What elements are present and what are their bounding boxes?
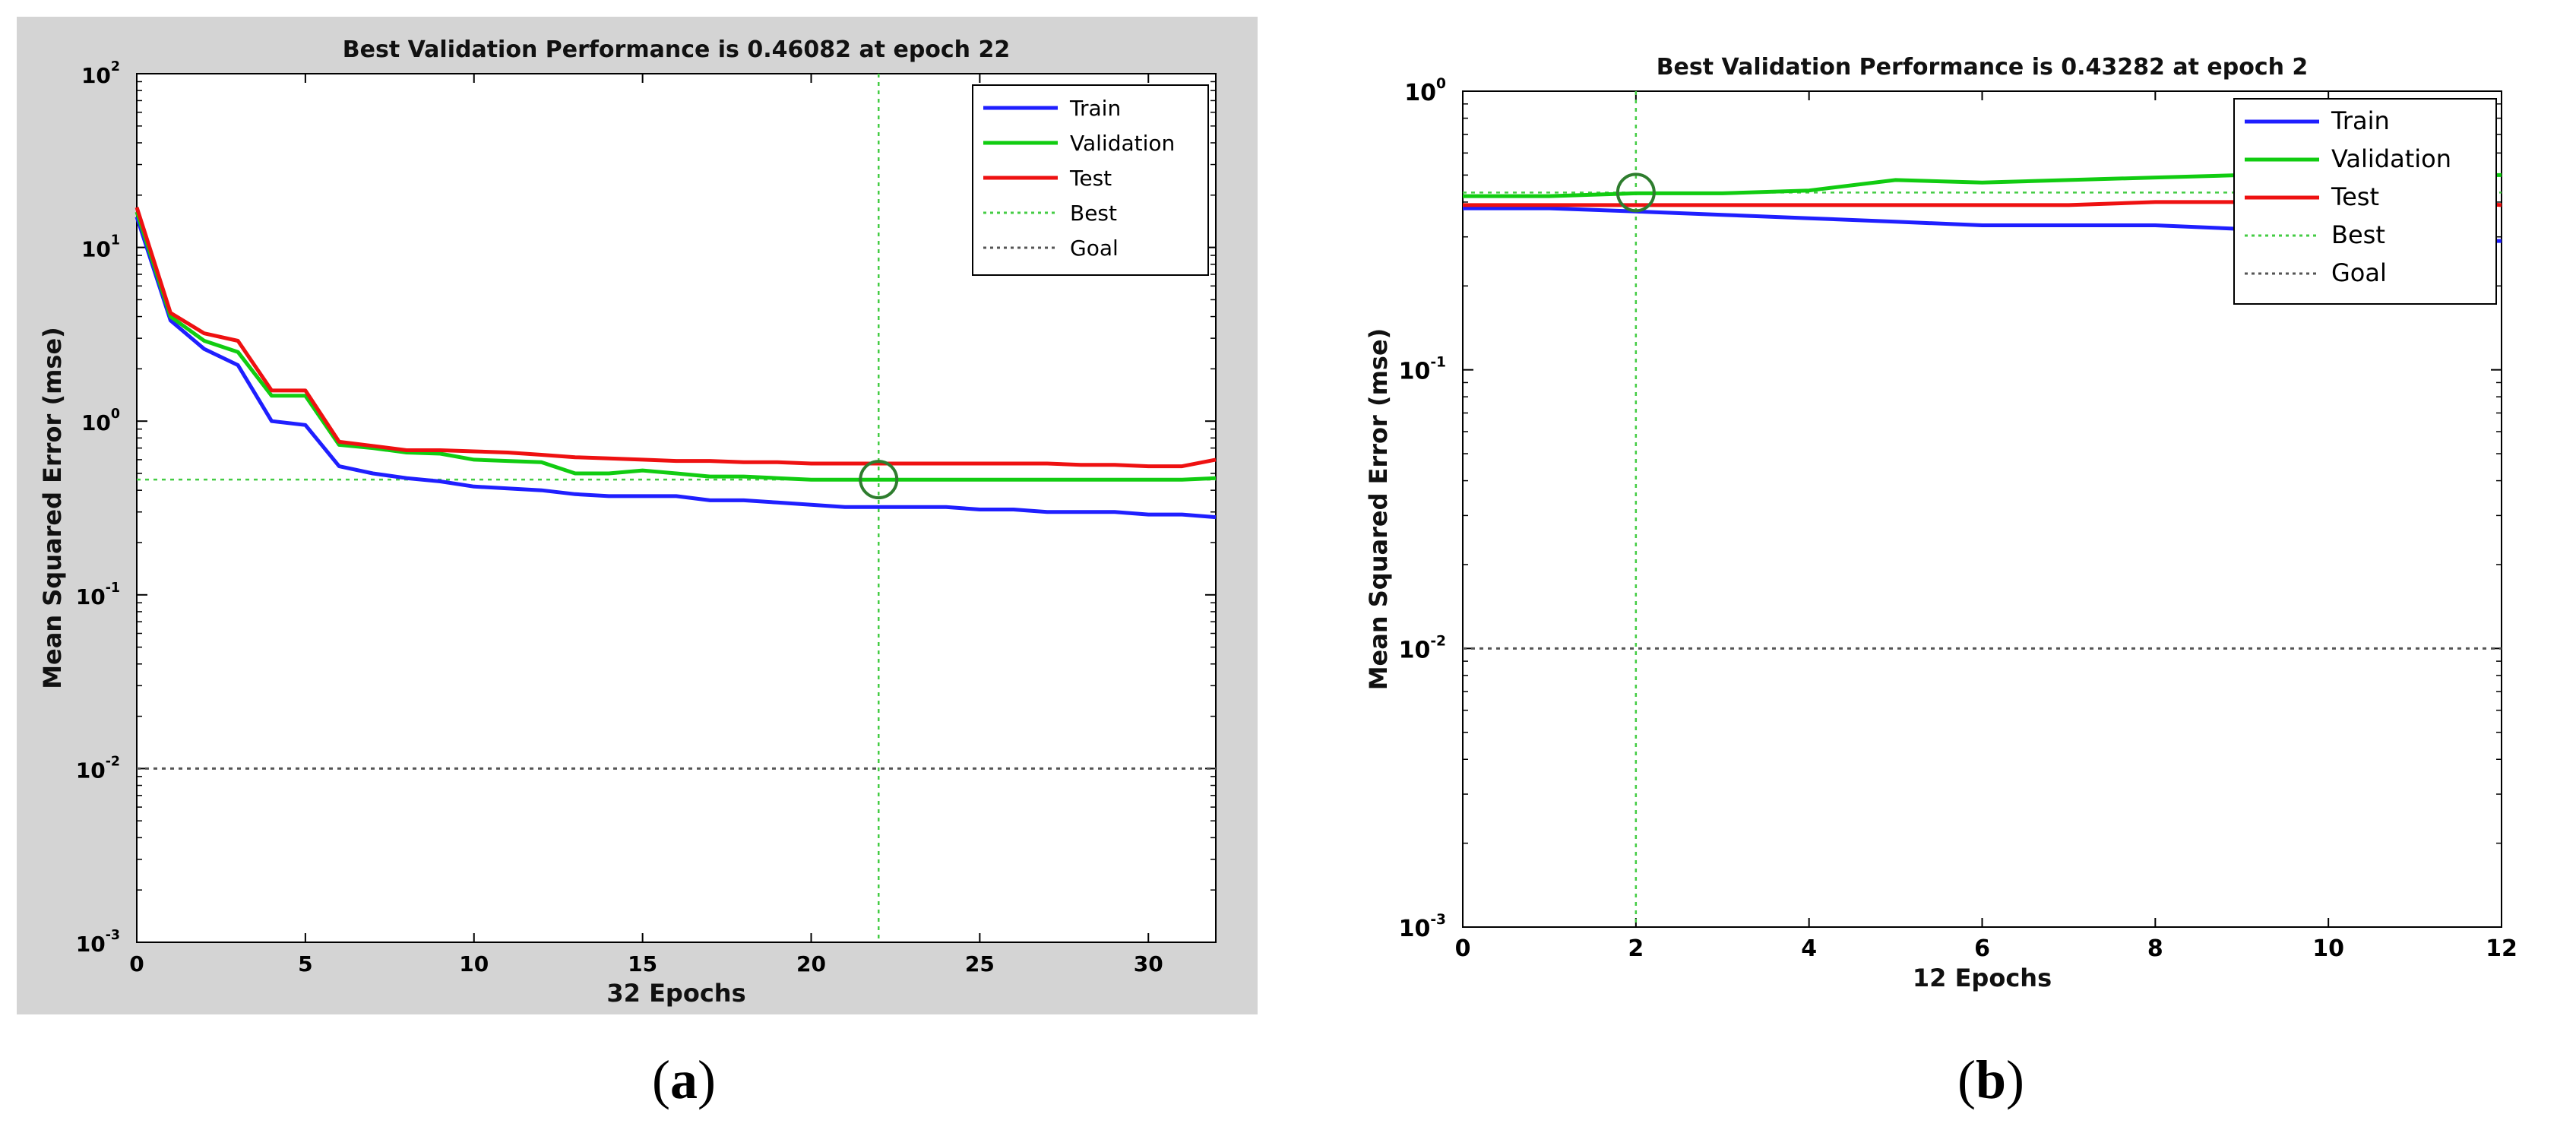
y-tick-label: 10-1 — [76, 581, 120, 609]
x-tick-label: 30 — [1134, 951, 1163, 976]
y-axis-label: Mean Squared Error (mse) — [1364, 328, 1393, 691]
x-tick-label: 2 — [1628, 935, 1644, 962]
test-line — [134, 207, 1217, 469]
chart-title: Best Validation Performance is 0.46082 a… — [343, 36, 1010, 63]
y-tick-label: 10-2 — [1399, 633, 1446, 663]
legend-train-label: Train — [1069, 96, 1121, 121]
y-tick-label: 100 — [81, 407, 120, 435]
legend-test-label: Test — [2331, 182, 2379, 211]
train-line — [134, 216, 1217, 520]
x-tick-label: 5 — [298, 951, 312, 976]
legend-goal-label: Goal — [2331, 258, 2387, 287]
x-tick-label: 12 — [2486, 935, 2517, 962]
best-marker — [859, 460, 899, 500]
x-tick-label: 0 — [129, 951, 144, 976]
x-tick-label: 15 — [628, 951, 657, 976]
legend-box — [2233, 98, 2497, 305]
x-axis-label: 12 Epochs — [1913, 964, 2052, 992]
x-tick-label: 8 — [2147, 935, 2163, 962]
validation-line — [134, 211, 1217, 482]
x-tick-label: 20 — [796, 951, 826, 976]
best-marker — [1616, 172, 1656, 213]
caption-a: (a) — [652, 1049, 716, 1110]
legend-test-label: Test — [1069, 166, 1112, 191]
y-tick-label: 10-3 — [1399, 912, 1446, 942]
legend-goal-label: Goal — [1070, 236, 1119, 261]
y-tick-label: 10-2 — [76, 754, 120, 783]
chart-title: Best Validation Performance is 0.43282 a… — [1657, 54, 2309, 81]
legend-validation-label: Validation — [1070, 131, 1175, 156]
y-tick-label: 10-3 — [76, 928, 120, 957]
x-tick-label: 25 — [965, 951, 995, 976]
x-axis-label: 32 Epochs — [606, 979, 745, 1008]
y-tick-label: 102 — [81, 59, 120, 88]
caption-b: (b) — [1957, 1049, 2024, 1110]
chart-b: Best Validation Performance is 0.43282 a… — [1364, 54, 2517, 992]
legend-best-label: Best — [1070, 201, 1117, 226]
y-tick-label: 101 — [81, 233, 120, 262]
legend-best-label: Best — [2331, 220, 2385, 249]
x-tick-label: 10 — [2312, 935, 2344, 962]
x-tick-label: 10 — [459, 951, 489, 976]
legend-box — [972, 84, 1209, 276]
legend-train-label: Train — [2331, 106, 2390, 135]
y-tick-label: 100 — [1404, 76, 1446, 106]
y-axis-label: Mean Squared Error (mse) — [38, 327, 67, 689]
chart-a: Best Validation Performance is 0.46082 a… — [17, 17, 1258, 1014]
x-tick-label: 0 — [1455, 935, 1471, 962]
x-tick-label: 6 — [1974, 935, 1990, 962]
x-tick-label: 4 — [1801, 935, 1817, 962]
y-tick-label: 10-1 — [1399, 355, 1446, 385]
legend-validation-label: Validation — [2331, 144, 2451, 173]
